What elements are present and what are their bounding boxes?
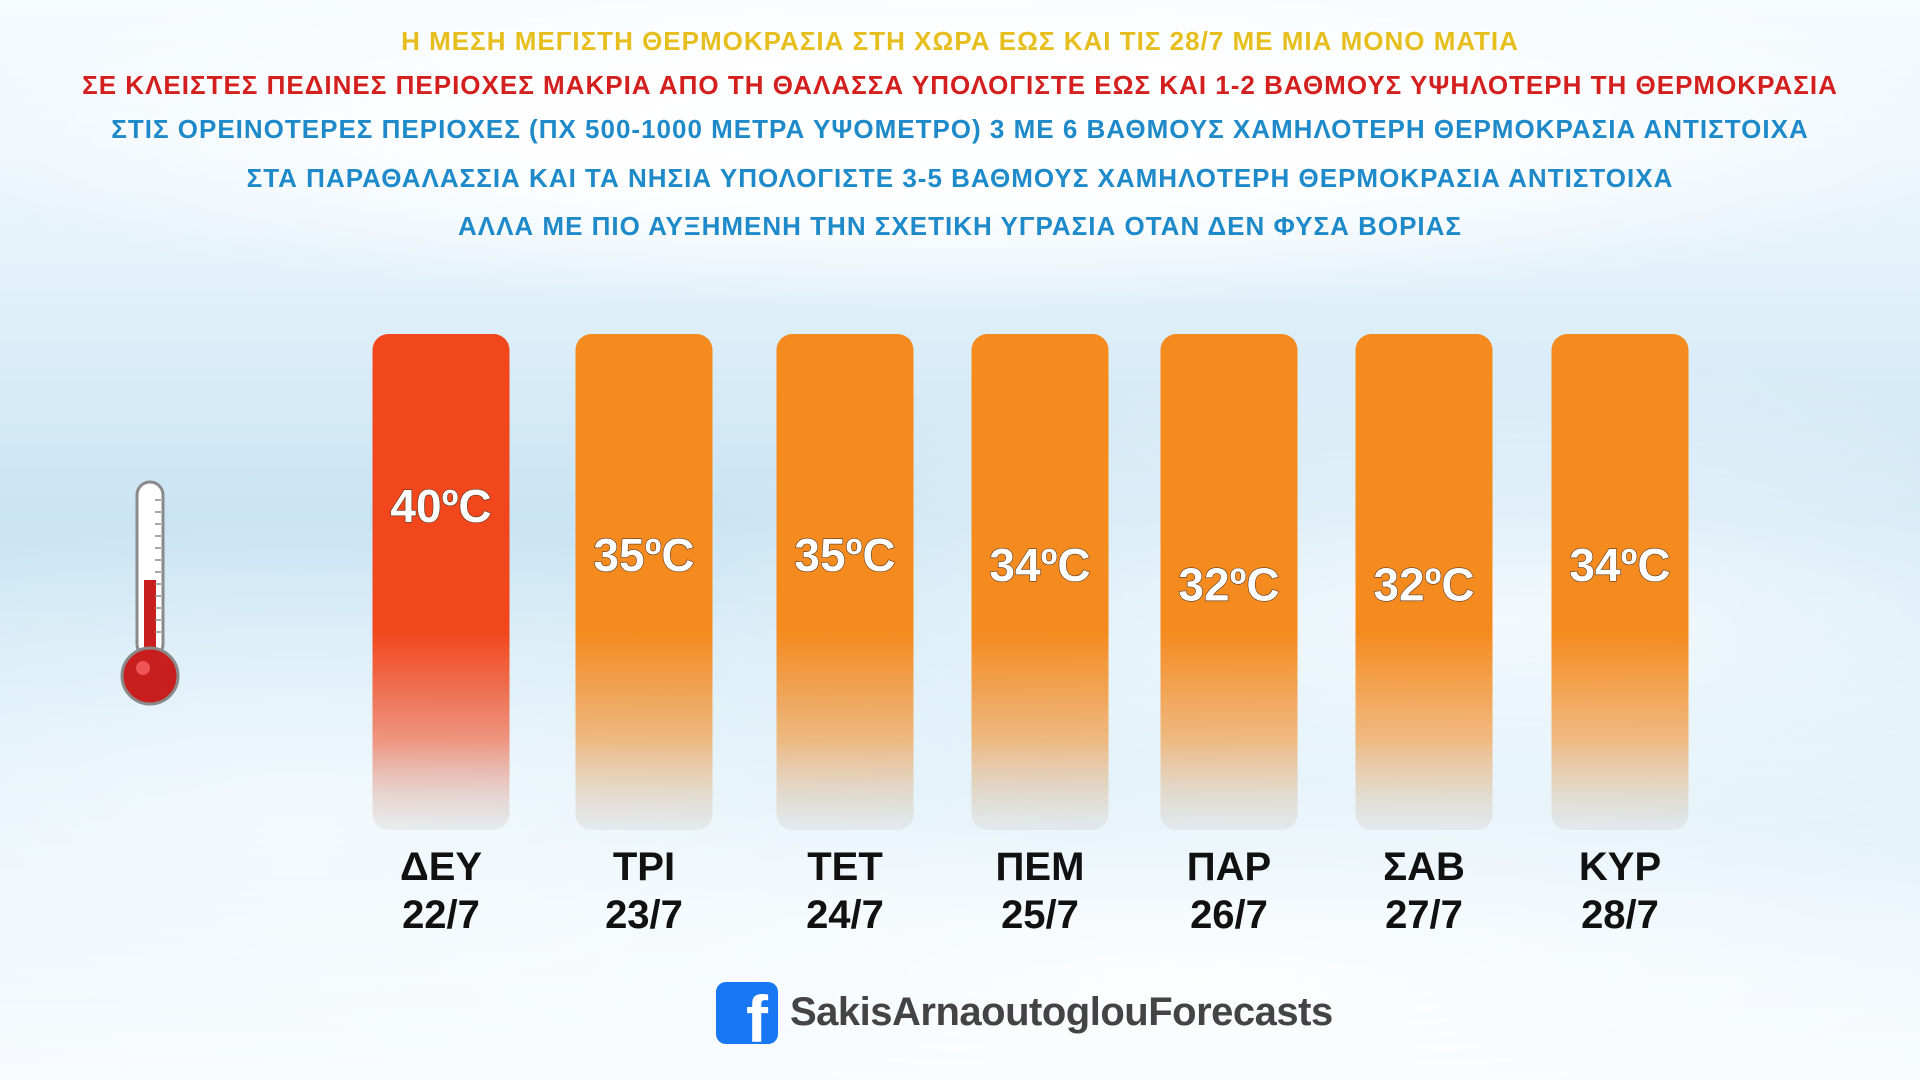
bar-value-label: 35ºC bbox=[593, 529, 694, 581]
day-label: ΤΡΙ bbox=[613, 845, 675, 889]
day-label: ΠΑΡ bbox=[1187, 845, 1271, 889]
bar-value-label: 34ºC bbox=[989, 539, 1090, 591]
headline-title: Η ΜΕΣΗ ΜΕΓΙΣΤΗ ΘΕΡΜΟΚΡΑΣΙΑ ΣΤΗ ΧΩΡΑ ΕΩΣ … bbox=[401, 26, 1519, 56]
date-label: 25/7 bbox=[1001, 893, 1079, 937]
headline-coastal-note: ΣΤΑ ΠΑΡΑΘΑΛΑΣΣΙΑ ΚΑΙ ΤΑ ΝΗΣΙΑ ΥΠΟΛΟΓΙΣΤΕ… bbox=[246, 163, 1674, 193]
date-label: 26/7 bbox=[1190, 893, 1268, 937]
date-label: 27/7 bbox=[1385, 893, 1463, 937]
day-label: ΠΕΜ bbox=[996, 845, 1085, 889]
bar-value-label: 34ºC bbox=[1569, 539, 1670, 591]
bar-ΚΥΡ bbox=[1551, 334, 1689, 830]
headline-humidity-note: ΑΛΛΑ ΜΕ ΠΙΟ ΑΥΞΗΜΕΝΗ ΤΗΝ ΣΧΕΤΙΚΗ ΥΓΡΑΣΙΑ… bbox=[457, 211, 1463, 241]
bar-value-label: 35ºC bbox=[794, 529, 895, 581]
date-label: 22/7 bbox=[402, 893, 480, 937]
bar-ΤΡΙ bbox=[575, 334, 713, 830]
date-label: 24/7 bbox=[806, 893, 884, 937]
facebook-icon: f bbox=[716, 982, 778, 1044]
facebook-glyph: f bbox=[746, 982, 768, 1044]
date-label: 28/7 bbox=[1581, 893, 1659, 937]
bar-ΠΑΡ bbox=[1160, 334, 1298, 830]
thermometer-icon bbox=[120, 480, 180, 706]
bar-value-label: 40ºC bbox=[390, 480, 491, 532]
day-label: ΚΥΡ bbox=[1579, 845, 1661, 889]
bar-ΣΑΒ bbox=[1355, 334, 1493, 830]
bar-ΤΕΤ bbox=[776, 334, 914, 830]
bar-value-label: 32ºC bbox=[1178, 558, 1279, 610]
day-label: ΣΑΒ bbox=[1383, 845, 1465, 889]
bar-ΔΕΥ bbox=[372, 334, 510, 830]
facebook-handle: SakisArnaoutoglouForecasts bbox=[790, 990, 1333, 1034]
bar-value-label: 32ºC bbox=[1373, 558, 1474, 610]
day-label: ΤΕΤ bbox=[807, 845, 883, 889]
bar-ΠΕΜ bbox=[971, 334, 1109, 830]
date-label: 23/7 bbox=[605, 893, 683, 937]
headline-mountain-note: ΣΤΙΣ ΟΡΕΙΝΟΤΕΡΕΣ ΠΕΡΙΟΧΕΣ (ΠΧ 500-1000 Μ… bbox=[111, 114, 1809, 144]
headline-lowland-note: ΣΕ ΚΛΕΙΣΤΕΣ ΠΕΔΙΝΕΣ ΠΕΡΙΟΧΕΣ ΜΑΚΡΙΑ ΑΠΟ … bbox=[82, 70, 1838, 100]
day-label: ΔΕΥ bbox=[400, 845, 482, 889]
